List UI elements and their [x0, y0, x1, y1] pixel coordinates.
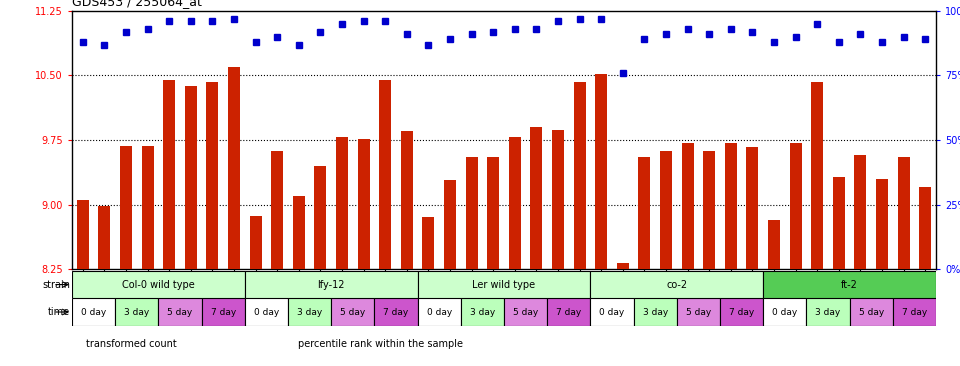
Bar: [704, 151, 715, 269]
Bar: [677, 298, 720, 326]
Bar: [245, 298, 288, 326]
Text: Ler wild type: Ler wild type: [472, 280, 536, 290]
Bar: [77, 200, 88, 269]
Bar: [811, 82, 823, 269]
Text: 7 day: 7 day: [556, 307, 582, 317]
Bar: [315, 166, 326, 269]
Text: 7 day: 7 day: [729, 307, 755, 317]
Bar: [660, 151, 672, 269]
Bar: [552, 130, 564, 269]
Bar: [358, 139, 370, 269]
Bar: [379, 80, 391, 269]
Bar: [293, 196, 304, 269]
Bar: [228, 67, 240, 269]
Text: 3 day: 3 day: [469, 307, 495, 317]
Text: 0 day: 0 day: [772, 307, 798, 317]
Text: 0 day: 0 day: [81, 307, 107, 317]
Bar: [768, 220, 780, 269]
Bar: [99, 206, 110, 269]
Bar: [595, 74, 607, 269]
Bar: [876, 179, 888, 269]
Text: 0 day: 0 day: [599, 307, 625, 317]
Text: 0 day: 0 day: [253, 307, 279, 317]
Bar: [747, 147, 758, 269]
Bar: [682, 143, 693, 269]
Bar: [206, 82, 218, 269]
Bar: [850, 298, 893, 326]
Bar: [401, 131, 413, 269]
Text: 7 day: 7 day: [210, 307, 236, 317]
Bar: [245, 271, 418, 298]
Text: lfy-12: lfy-12: [318, 280, 345, 290]
Bar: [336, 137, 348, 269]
Bar: [158, 298, 202, 326]
Bar: [725, 143, 736, 269]
Text: 5 day: 5 day: [685, 307, 711, 317]
Text: co-2: co-2: [666, 280, 687, 290]
Bar: [418, 298, 461, 326]
Bar: [634, 298, 677, 326]
Text: 5 day: 5 day: [513, 307, 539, 317]
Text: GDS453 / 255064_at: GDS453 / 255064_at: [72, 0, 202, 8]
Text: percentile rank within the sample: percentile rank within the sample: [298, 339, 463, 349]
Bar: [72, 298, 115, 326]
Bar: [763, 271, 936, 298]
Bar: [72, 271, 245, 298]
Bar: [272, 151, 283, 269]
Bar: [893, 298, 936, 326]
Bar: [488, 157, 499, 269]
Bar: [590, 298, 634, 326]
Text: 5 day: 5 day: [340, 307, 366, 317]
Bar: [202, 298, 245, 326]
Bar: [574, 82, 586, 269]
Bar: [509, 137, 520, 269]
Text: time: time: [48, 307, 70, 317]
Bar: [331, 298, 374, 326]
Text: 3 day: 3 day: [815, 307, 841, 317]
Bar: [185, 86, 197, 269]
Bar: [854, 154, 866, 269]
Text: strain: strain: [42, 280, 70, 290]
Bar: [833, 177, 845, 269]
Bar: [504, 298, 547, 326]
Bar: [720, 298, 763, 326]
Bar: [288, 298, 331, 326]
Bar: [422, 217, 434, 269]
Bar: [547, 298, 590, 326]
Bar: [790, 143, 802, 269]
Bar: [590, 271, 763, 298]
Bar: [638, 157, 650, 269]
Bar: [120, 146, 132, 269]
Bar: [418, 271, 590, 298]
Bar: [461, 298, 504, 326]
Text: 3 day: 3 day: [124, 307, 150, 317]
Bar: [444, 180, 456, 269]
Bar: [250, 216, 261, 269]
Bar: [617, 263, 629, 269]
Bar: [163, 80, 175, 269]
Bar: [374, 298, 418, 326]
Text: 5 day: 5 day: [858, 307, 884, 317]
Text: 3 day: 3 day: [642, 307, 668, 317]
Text: transformed count: transformed count: [86, 339, 178, 349]
Bar: [898, 157, 909, 269]
Text: 3 day: 3 day: [297, 307, 323, 317]
Text: Col-0 wild type: Col-0 wild type: [122, 280, 195, 290]
Text: 0 day: 0 day: [426, 307, 452, 317]
Text: 5 day: 5 day: [167, 307, 193, 317]
Text: 7 day: 7 day: [383, 307, 409, 317]
Bar: [763, 298, 806, 326]
Bar: [531, 127, 542, 269]
Bar: [806, 298, 850, 326]
Bar: [115, 298, 158, 326]
Bar: [142, 146, 154, 269]
Text: ft-2: ft-2: [841, 280, 858, 290]
Bar: [466, 157, 477, 269]
Bar: [920, 187, 931, 269]
Text: 7 day: 7 day: [901, 307, 927, 317]
